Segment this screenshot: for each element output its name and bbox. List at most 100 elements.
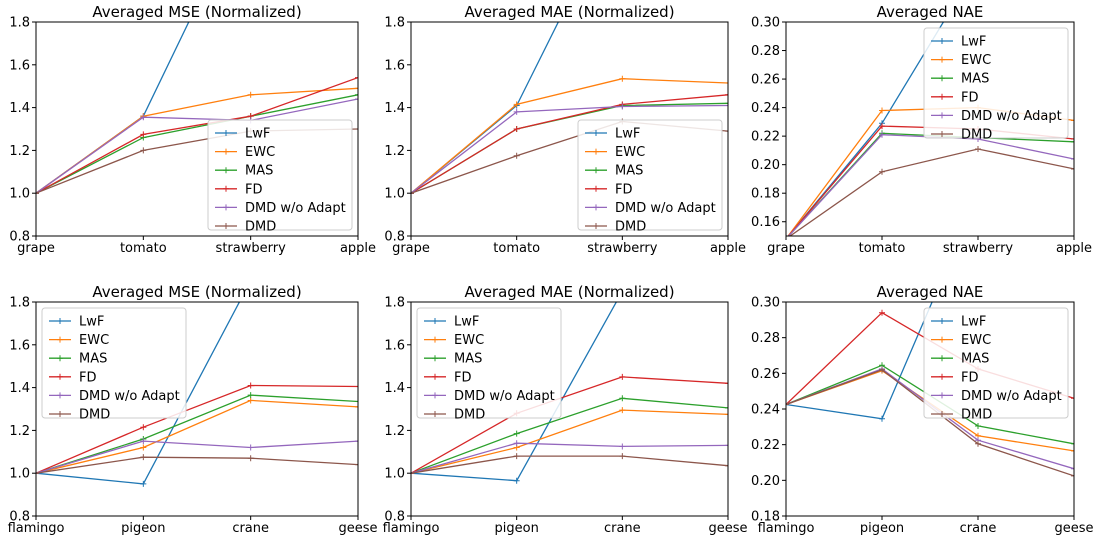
data-point	[355, 91, 358, 98]
y-tick-label: 0.20	[751, 474, 780, 489]
legend-box	[923, 27, 1069, 139]
data-point	[513, 430, 520, 437]
data-point	[619, 453, 626, 460]
y-tick-label: 0.28	[751, 331, 780, 346]
x-tick-label: strawberry	[587, 241, 658, 256]
data-point	[879, 131, 885, 138]
legend-label: DMD	[961, 128, 992, 143]
legend-label: DMD w/o Adapt	[615, 201, 716, 216]
y-tick-label: 0.28	[751, 44, 780, 59]
x-tick-label: apple	[710, 241, 746, 256]
chart-6: 0.18 0.20 0.22 0.24 0.26 0.28 0.30 flamingo pige…	[751, 283, 1093, 536]
y-tick-label: 1.6	[9, 58, 30, 73]
data-point	[619, 395, 626, 402]
data-point	[513, 477, 520, 484]
plot-area	[411, 302, 728, 484]
data-point	[513, 152, 520, 159]
data-point	[879, 415, 885, 422]
legend-marker	[939, 373, 945, 380]
legend-marker	[432, 411, 438, 417]
y-tick-label: 0.18	[751, 187, 780, 202]
legend-marker	[432, 373, 438, 380]
y-tick-label: 1.8	[9, 296, 30, 311]
y-tick-label: 0.8	[9, 230, 30, 245]
data-point	[879, 123, 885, 130]
legend-label: DMD w/o Adapt	[454, 389, 555, 404]
legend-label: EWC	[961, 333, 991, 348]
series-line-dmd	[411, 455, 728, 474]
y-tick-label: 1.8	[9, 16, 30, 31]
data-point	[975, 422, 981, 429]
chart-title: Averaged MSE (Normalized)	[92, 283, 301, 301]
data-point	[975, 440, 981, 447]
legend-label: LwF	[961, 315, 986, 330]
legend-marker	[223, 130, 229, 136]
legend-label: FD	[245, 182, 263, 197]
x-tick-label: geese	[708, 521, 747, 536]
legend-marker	[57, 336, 63, 343]
data-point	[1071, 447, 1074, 454]
data-point	[725, 404, 728, 411]
x-tick-label: apple	[1056, 241, 1092, 256]
series-line-fd	[36, 76, 358, 194]
x-tick-label: pigeon	[860, 521, 904, 536]
y-tick-label: 1.4	[384, 101, 405, 116]
axes-frame	[785, 21, 1075, 237]
chart-5: 0.8 1.0 1.2 1.4 1.6 1.8 flamingo pigeon crane gee…	[383, 283, 748, 536]
legend-label: DMD w/o Adapt	[79, 389, 180, 404]
data-point	[879, 366, 885, 373]
data-point	[879, 168, 885, 175]
series-line-lwf	[36, 302, 241, 485]
x-tick-label: grape	[17, 241, 55, 256]
series-line-fd	[36, 384, 358, 474]
y-tick-label: 0.30	[751, 16, 780, 31]
y-tick-label: 0.18	[751, 510, 780, 525]
data-point	[36, 470, 39, 477]
legend-label: DMD w/o Adapt	[961, 389, 1062, 404]
x-tick-label: crane	[232, 521, 269, 536]
legend-marker	[939, 355, 945, 362]
legend-marker	[939, 75, 945, 82]
series-line-ewc	[36, 399, 358, 474]
data-point	[725, 462, 728, 469]
data-point	[619, 75, 626, 82]
legend-marker	[223, 204, 229, 211]
data-point	[140, 438, 147, 445]
legend-marker	[593, 223, 599, 229]
legend-box	[577, 119, 723, 231]
legend-marker	[939, 318, 945, 324]
series-line-dmd	[36, 456, 358, 474]
data-point	[879, 309, 885, 316]
legend-box	[41, 307, 187, 419]
x-tick-label: tomato	[120, 241, 167, 256]
data-point	[140, 454, 147, 461]
legend-marker	[939, 392, 945, 399]
y-tick-label: 1.0	[9, 467, 30, 482]
data-point	[1071, 155, 1074, 162]
data-point	[411, 470, 414, 477]
legend-marker	[593, 185, 599, 192]
series-line-mas	[411, 397, 728, 474]
data-point	[355, 85, 358, 92]
legend-label: EWC	[961, 53, 991, 68]
x-tick-label: strawberry	[943, 241, 1014, 256]
legend-marker	[57, 318, 63, 324]
data-point	[140, 131, 147, 138]
data-point	[140, 480, 147, 487]
series-line-ewc	[411, 78, 728, 194]
legend-marker	[57, 373, 63, 380]
y-tick-label: 1.0	[384, 467, 405, 482]
x-tick-label: grape	[392, 241, 430, 256]
legend-label: EWC	[615, 145, 645, 160]
series-line-dmd-w-o-adapt	[36, 98, 358, 194]
y-tick-label: 1.8	[384, 16, 405, 31]
legend-label: MAS	[615, 164, 643, 179]
data-point	[1071, 395, 1074, 402]
series-line-mas	[36, 394, 358, 474]
axes-frame	[35, 301, 359, 517]
legend-label: DMD	[79, 408, 110, 423]
data-point	[513, 108, 520, 115]
legend-marker	[593, 204, 599, 211]
legend-marker	[939, 411, 945, 417]
data-point	[619, 443, 626, 450]
